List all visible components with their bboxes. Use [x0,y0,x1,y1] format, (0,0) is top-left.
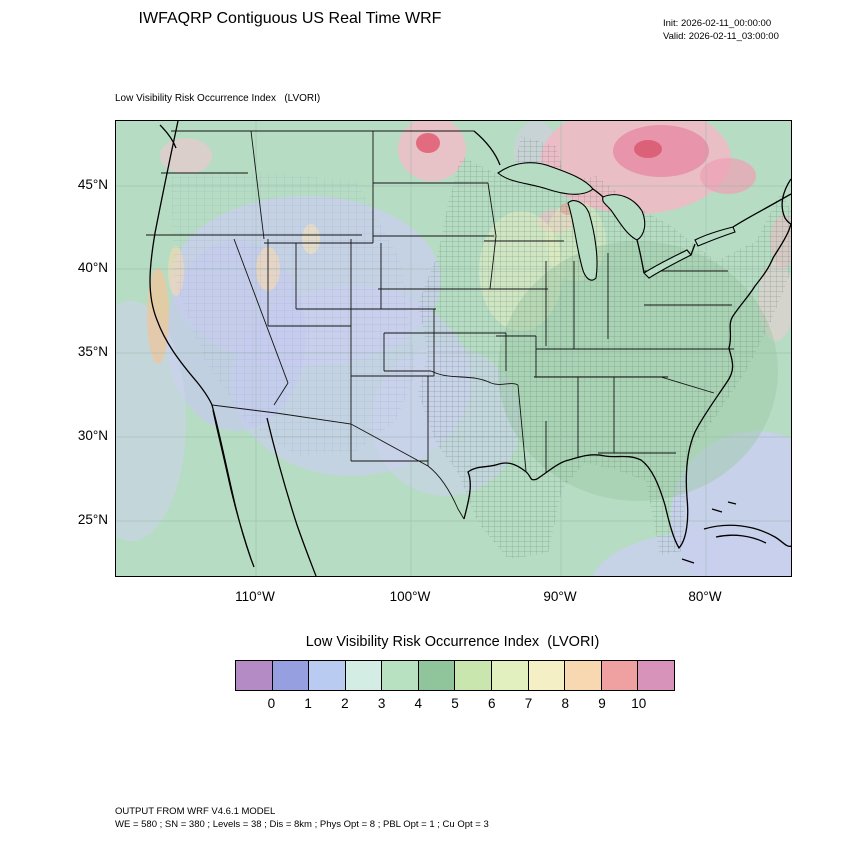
colorbar-tick-label: 0 [267,696,276,711]
field-subtitle: Low Visibility Risk Occurrence Index (LV… [115,93,321,104]
lat-tick-25n: 25°N [77,512,108,527]
colorbar-cell [236,661,273,690]
colorbar-tick-label: 3 [377,696,386,711]
lon-tick-90w: 90°W [543,589,577,604]
colorbar [235,660,675,691]
colorbar-cell [272,661,310,690]
model-output-line: OUTPUT FROM WRF V4.6.1 MODEL [115,806,276,817]
lon-tick-100w: 100°W [389,589,431,604]
colorbar-cell [309,661,346,690]
county-mesh-east [418,136,791,559]
colorbar-cell [455,661,493,690]
colorbar-tick-label: 9 [598,696,606,711]
colorbar-title: Low Visibility Risk Occurrence Index (LV… [305,634,600,650]
colorbar-tick-label: 10 [631,696,647,711]
conus-map [116,121,791,576]
map-frame [115,120,792,577]
colorbar-cell [345,661,383,690]
run-times: Init: 2026-02-11_00:00:00 Valid: 2026-02… [663,17,779,43]
colorbar-cell [638,661,674,690]
colorbar-cell [492,661,529,690]
colorbar-tick-label: 6 [488,696,496,711]
valid-time: Valid: 2026-02-11_03:00:00 [663,31,779,42]
lat-tick-30n: 30°N [77,428,108,443]
colorbar-cell [565,661,602,690]
coastlines [149,121,791,576]
page-title: IWFAQRP Contiguous US Real Time WRF [138,10,442,27]
colorbar-tick-label: 7 [524,696,533,711]
model-config-line: WE = 580 ; SN = 380 ; Levels = 38 ; Dis … [115,819,489,830]
lat-tick-40n: 40°N [77,260,108,275]
colorbar-tick-label: 4 [414,696,423,711]
county-mesh-west [171,171,416,456]
colorbar-tick-label: 1 [304,696,312,711]
lon-tick-110w: 110°W [235,589,275,604]
init-time: Init: 2026-02-11_00:00:00 [663,18,772,29]
colorbar-cell [382,661,419,690]
graticule [116,121,791,576]
colorbar-tick-label: 8 [561,696,569,711]
lat-tick-45n: 45°N [77,177,108,192]
colorbar-cell [528,661,566,690]
lat-tick-35n: 35°N [77,344,108,359]
state-borders [146,130,734,520]
colorbar-tick-labels: 0 1 2 3 4 5 6 7 8 9 10 [253,696,657,711]
lon-tick-80w: 80°W [688,589,722,604]
colorbar-tick-label: 2 [341,696,349,711]
colorbar-cell [601,661,639,690]
colorbar-cell [418,661,456,690]
colorbar-tick-label: 5 [451,696,459,711]
